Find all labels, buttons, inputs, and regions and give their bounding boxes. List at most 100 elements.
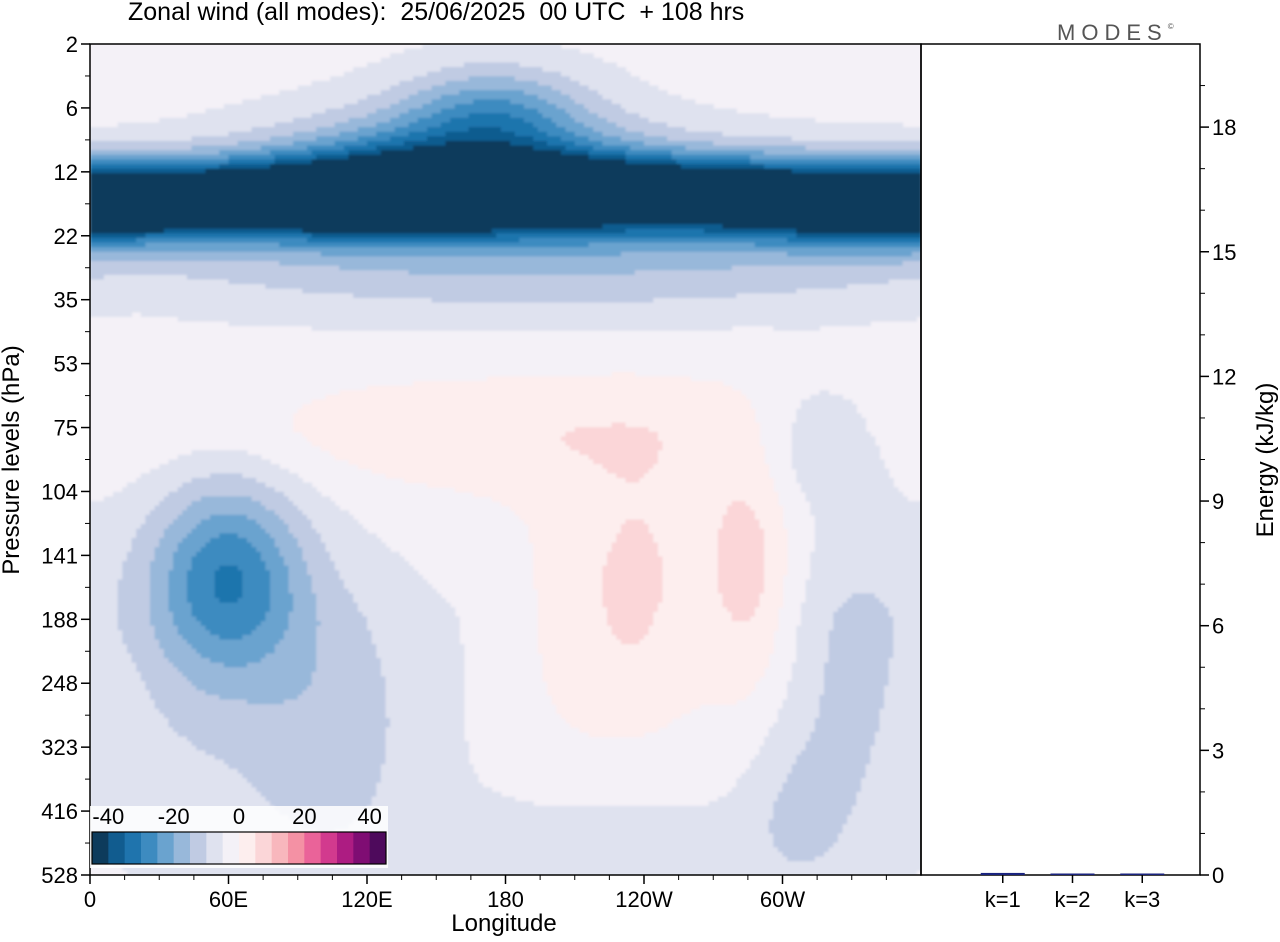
- contour-cell: [159, 639, 188, 645]
- contour-cell: [422, 44, 562, 50]
- contour-cell: [824, 685, 885, 691]
- contour-cell: [533, 136, 562, 142]
- contour-cell: [731, 611, 756, 618]
- contour-cell: [740, 773, 788, 779]
- contour-cell: [334, 565, 414, 571]
- contour-cell: [306, 570, 340, 576]
- contour-cell: [565, 441, 664, 447]
- contour-cell: [394, 127, 428, 133]
- contour-cell: [260, 501, 294, 507]
- contour-cell: [90, 570, 123, 576]
- contour-cell: [191, 611, 267, 618]
- contour-cell: [791, 450, 881, 456]
- contour-cell: [288, 570, 308, 576]
- contour-cell: [805, 745, 871, 751]
- contour-cell: [888, 279, 921, 285]
- contour-cell: [150, 579, 170, 585]
- contour-cell: [879, 722, 921, 728]
- contour-cell: [459, 90, 525, 96]
- contour-cell: [90, 159, 230, 165]
- contour-cell: [357, 136, 391, 142]
- contour-cell: [782, 699, 821, 705]
- contour-cell: [131, 537, 160, 544]
- colorbar-swatch: [271, 832, 289, 864]
- contour-cell: [173, 611, 193, 618]
- colorbar-swatch: [304, 832, 322, 864]
- contour-cell: [265, 653, 317, 659]
- contour-cell: [173, 727, 387, 733]
- contour-cell: [90, 145, 193, 151]
- contour-cell: [764, 542, 788, 548]
- contour-cell: [302, 556, 331, 562]
- contour-cell: [847, 284, 921, 290]
- contour-cell: [805, 491, 904, 498]
- contour-cell: [177, 316, 917, 322]
- contour-cell: [764, 588, 784, 594]
- contour-cell: [376, 108, 410, 114]
- contour-cell: [90, 787, 257, 793]
- contour-cell: [325, 394, 747, 401]
- contour-cell: [454, 104, 525, 110]
- contour-cell: [306, 514, 354, 521]
- contour-cell: [602, 94, 682, 100]
- contour-cell: [159, 644, 193, 650]
- contour-cell: [708, 801, 774, 807]
- contour-cell: [523, 90, 562, 96]
- contour-cell: [90, 154, 230, 161]
- contour-cell: [551, 699, 737, 705]
- contour-cell: [90, 648, 128, 654]
- colorbar-swatch: [173, 832, 191, 864]
- brand-logo: MODES©: [1057, 20, 1174, 46]
- contour-cell: [611, 630, 650, 636]
- contour-cell: [311, 150, 350, 156]
- contour-cell: [662, 561, 719, 567]
- y-tick-label: 2: [66, 32, 78, 57]
- contour-cell: [445, 140, 511, 147]
- contour-cell: [90, 644, 128, 650]
- contour-cell: [390, 117, 419, 124]
- contour-cell: [764, 561, 788, 567]
- contour-cell: [537, 127, 567, 133]
- contour-cell: [523, 104, 557, 110]
- contour-cell: [879, 713, 921, 719]
- contour-cell: [90, 127, 253, 133]
- contour-cell: [616, 634, 645, 641]
- contour-cell: [122, 561, 151, 567]
- contour-cell: [657, 547, 719, 553]
- contour-cell: [824, 851, 921, 858]
- contour-cell: [330, 76, 414, 82]
- contour-cell: [90, 588, 119, 594]
- y-tick-label: 188: [41, 607, 78, 632]
- contour-cell: [496, 233, 797, 239]
- contour-cell: [731, 616, 751, 622]
- contour-cell: [260, 145, 308, 151]
- contour-cell: [90, 505, 156, 511]
- contour-cell: [380, 667, 465, 673]
- contour-cell: [380, 662, 465, 668]
- contour-cell: [316, 607, 359, 613]
- contour-cell: [417, 90, 460, 96]
- contour-cell: [311, 441, 567, 447]
- contour-cell: [90, 265, 340, 271]
- contour-cell: [819, 390, 830, 396]
- contour-cell: [528, 533, 617, 539]
- contour-cell: [210, 514, 248, 521]
- contour-cell: [814, 718, 881, 724]
- contour-cell: [357, 99, 400, 105]
- contour-cell: [90, 224, 604, 230]
- contour-cell: [796, 473, 890, 479]
- contour-cell: [602, 598, 664, 604]
- contour-cell: [330, 450, 580, 456]
- contour-cell: [90, 667, 137, 673]
- contour-cell: [163, 228, 303, 234]
- contour-cell: [888, 676, 921, 682]
- contour-cell: [773, 325, 821, 331]
- contour-cell: [514, 76, 571, 82]
- contour-cell: [385, 704, 465, 710]
- contour-cell: [413, 145, 534, 151]
- contour-cell: [764, 528, 788, 534]
- contour-cell: [163, 496, 202, 502]
- contour-cell: [648, 630, 774, 636]
- contour-cell: [911, 251, 921, 257]
- contour-cell: [657, 602, 724, 608]
